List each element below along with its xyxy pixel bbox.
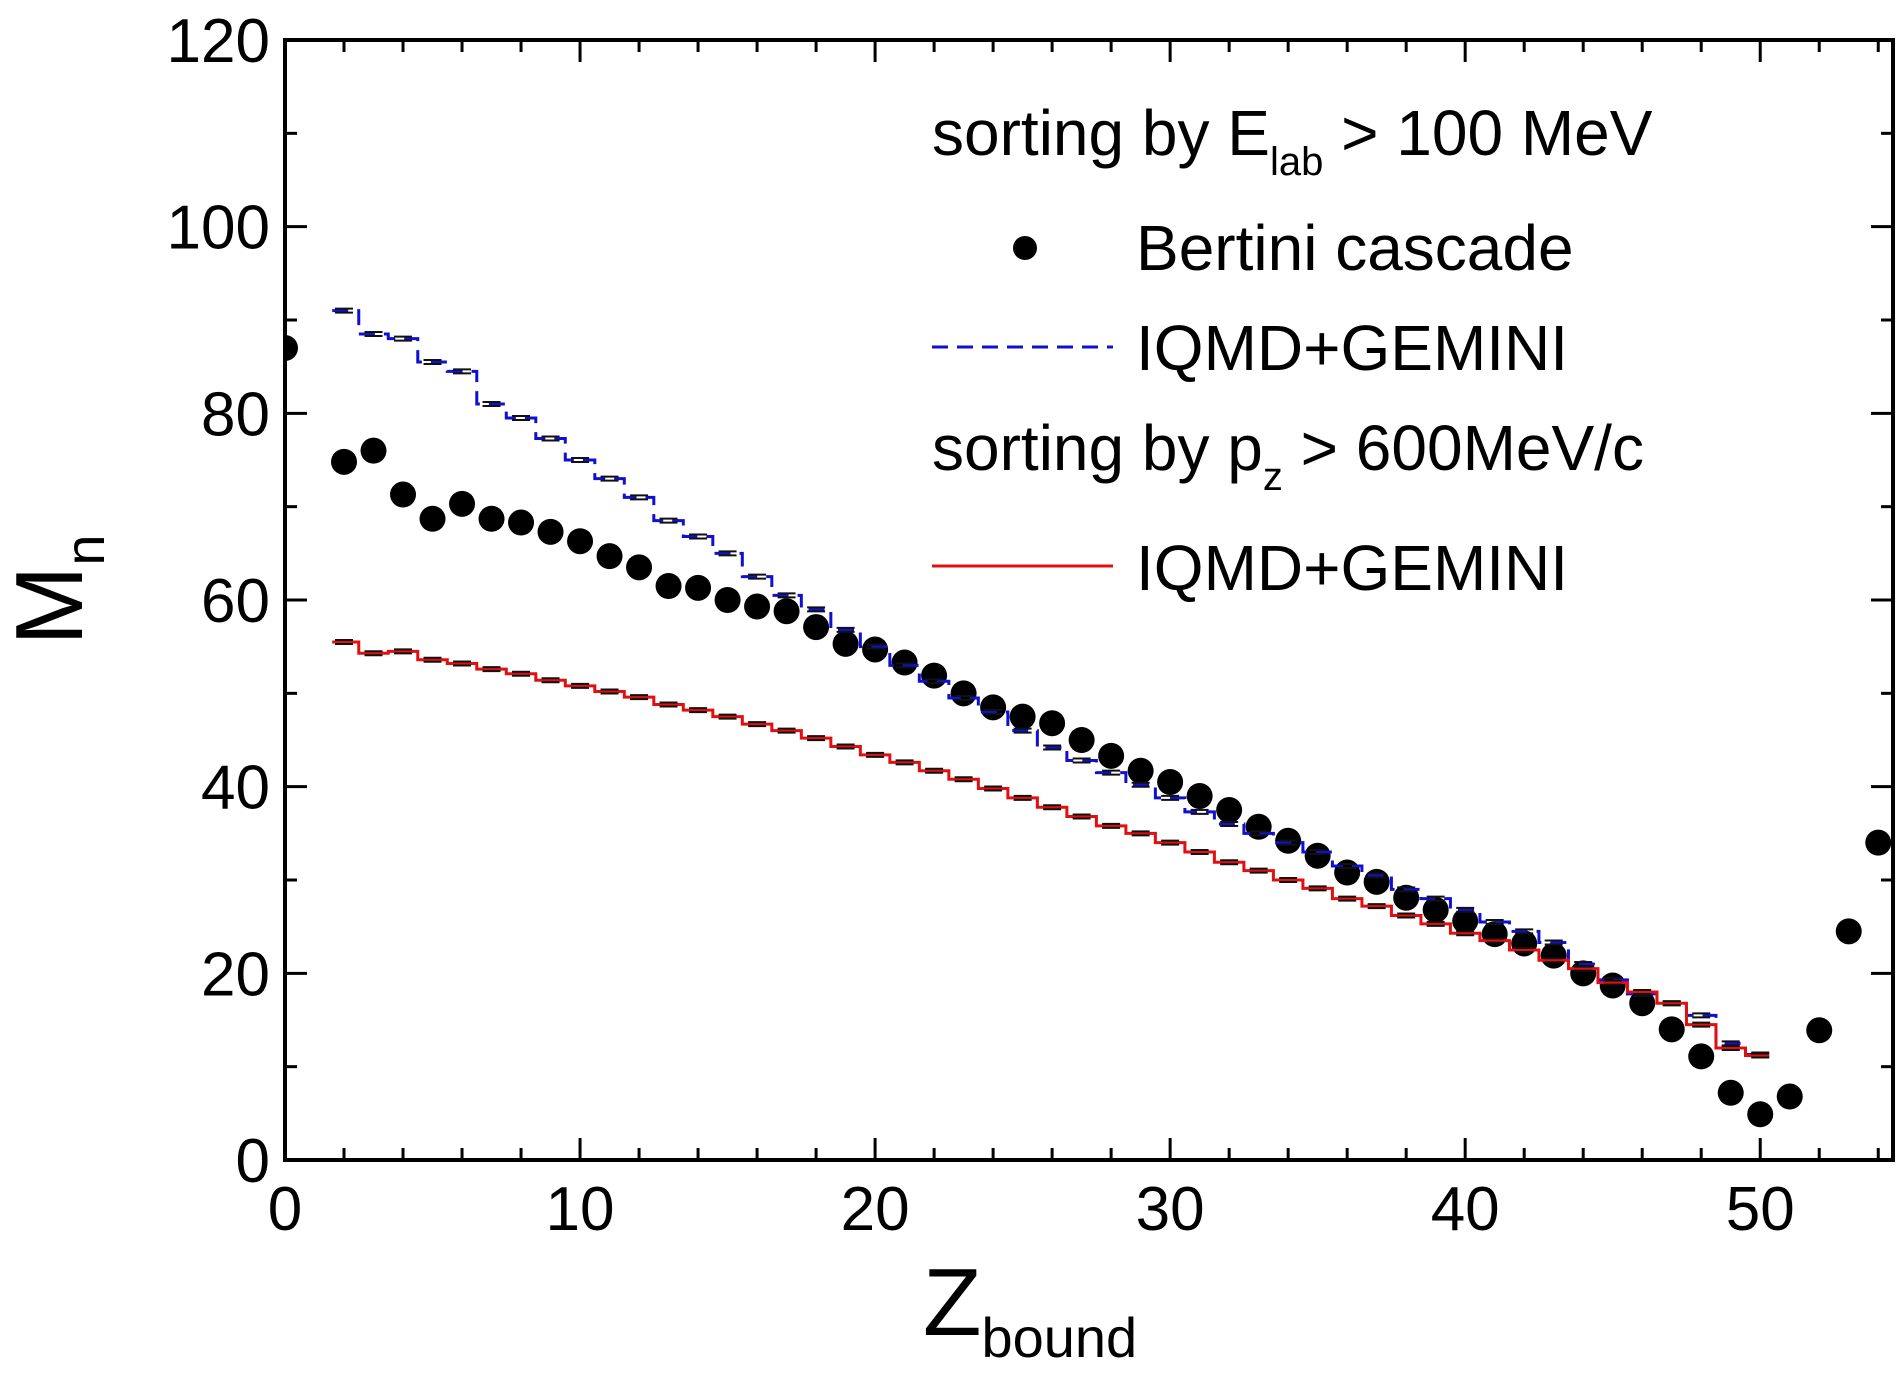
y-tick-label: 100 (167, 194, 270, 263)
data-point (832, 630, 859, 657)
data-point (1806, 1017, 1833, 1044)
x-tick-label: 0 (268, 1175, 302, 1244)
data-point (596, 543, 623, 570)
data-point (285, 335, 298, 361)
series-line (332, 640, 1770, 1057)
data-point (803, 614, 830, 641)
data-point (950, 680, 977, 707)
axis-ticks: 0 10 20 30 40 50 0 20 40 60 80 100 120 (167, 7, 1893, 1244)
data-point (1157, 769, 1184, 795)
data-point (1039, 710, 1066, 737)
data-point (1216, 797, 1243, 823)
data-point (478, 505, 505, 532)
data-point (685, 574, 712, 601)
data-point (1422, 896, 1449, 923)
legend-label-bertini: Bertini cascade (1136, 212, 1574, 284)
data-point (1658, 1016, 1685, 1043)
data-point (1452, 908, 1479, 935)
y-tick-label: 60 (201, 567, 270, 636)
data-point (773, 598, 800, 625)
data-point (655, 573, 682, 599)
data-point (331, 448, 358, 475)
x-tick-label: 30 (1136, 1175, 1205, 1244)
data-point (626, 554, 653, 581)
legend-heading-elab: sorting by Elab > 100 MeV (932, 97, 1653, 184)
data-point (360, 437, 387, 464)
data-point (1098, 742, 1125, 769)
legend-heading-pz: sorting by pz > 600MeV/c (932, 412, 1644, 499)
data-point (419, 505, 446, 532)
data-point (1540, 942, 1567, 969)
x-tick-label: 20 (841, 1175, 910, 1244)
series-2 (332, 639, 1770, 1059)
data-point (1717, 1079, 1744, 1106)
y-tick-label: 20 (201, 940, 270, 1009)
series-line (332, 309, 1770, 1057)
data-point (1865, 829, 1892, 856)
y-tick-label: 40 (201, 754, 270, 823)
data-point (1835, 918, 1862, 945)
data-point (1127, 757, 1154, 784)
data-point (980, 694, 1007, 721)
data-point (567, 528, 594, 555)
data-point (390, 481, 417, 508)
data-point (1068, 727, 1095, 753)
data-point (1009, 703, 1036, 730)
x-tick-label: 40 (1431, 1175, 1500, 1244)
data-point (1776, 1083, 1803, 1110)
x-tick-label: 50 (1726, 1175, 1795, 1244)
legend-label-iqmd-pz: IQMD+GEMINI (1136, 532, 1568, 604)
legend: sorting by Elab > 100 MeV Bertini cascad… (932, 97, 1653, 604)
data-point (1688, 1043, 1715, 1070)
legend-label-iqmd-elab: IQMD+GEMINI (1136, 312, 1568, 384)
y-tick-label: 0 (236, 1127, 270, 1196)
x-axis-title: Zbound (923, 1249, 1137, 1369)
data-point (1304, 842, 1331, 869)
y-axis-title: Mn (0, 534, 116, 645)
data-point (1747, 1101, 1774, 1128)
data-point (714, 587, 741, 613)
legend-marker-bertini (1013, 236, 1037, 260)
data-point (744, 593, 771, 620)
data-point (508, 509, 535, 536)
data-point (537, 518, 564, 545)
data-point (449, 490, 476, 517)
x-tick-label: 10 (546, 1175, 615, 1244)
data-point (921, 662, 948, 689)
plot-content (285, 307, 1892, 1128)
y-tick-label: 120 (167, 7, 270, 76)
data-point (1186, 783, 1213, 809)
y-tick-label: 80 (201, 380, 270, 449)
